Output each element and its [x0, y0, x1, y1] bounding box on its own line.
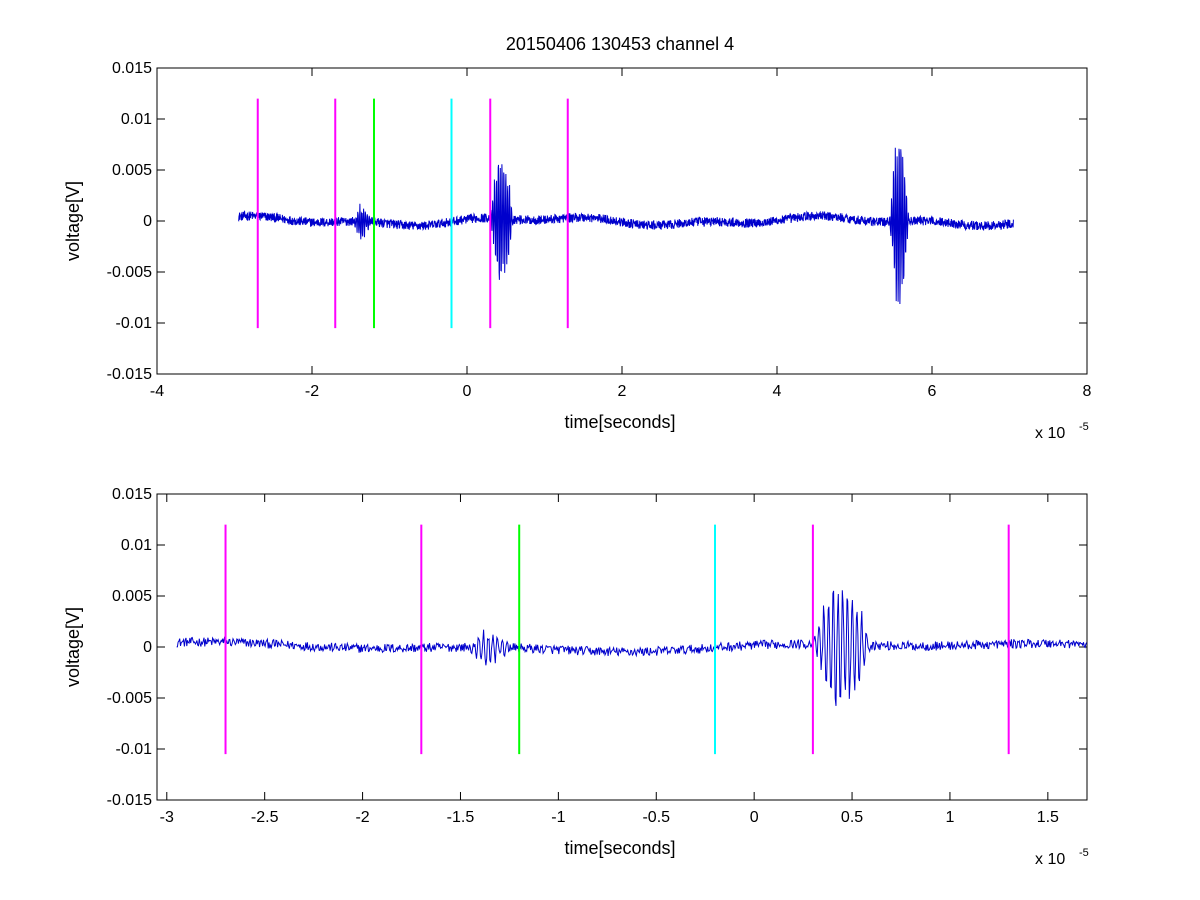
- signal-series: [176, 590, 1087, 706]
- x-tick-label: -0.5: [642, 809, 670, 826]
- x-exponent-power: -5: [1079, 421, 1089, 433]
- x-tick-label: 2: [618, 383, 627, 400]
- signal-series: [238, 147, 1014, 305]
- x-tick-label: -2: [355, 809, 369, 826]
- x-tick-label: -2.5: [251, 809, 279, 826]
- y-axis-label: voltage[V]: [63, 181, 83, 261]
- y-tick-label: -0.005: [107, 264, 152, 281]
- x-exponent: x 10: [1035, 425, 1065, 442]
- y-tick-label: -0.005: [107, 690, 152, 707]
- y-tick-label: 0.015: [112, 486, 152, 503]
- y-tick-label: -0.015: [107, 366, 152, 383]
- chart-title: 20150406 130453 channel 4: [506, 34, 734, 54]
- plot-top: -4 -2 0 2 4 6 8 -0.015 -0.01 -0.005 0 0.005 0.01 0.01…: [63, 60, 1092, 442]
- y-axis-label: voltage[V]: [63, 607, 83, 687]
- x-axis-label: time[seconds]: [564, 838, 675, 858]
- y-tick-label: 0.01: [121, 537, 152, 554]
- y-tick-label: -0.01: [116, 741, 153, 758]
- x-tick-label: 1.5: [1037, 809, 1059, 826]
- x-tick-label: 8: [1083, 383, 1092, 400]
- x-tick-label: -3: [160, 809, 174, 826]
- x-tick-label: 1: [945, 809, 954, 826]
- x-exponent-power: -5: [1079, 847, 1089, 859]
- y-tick-label: 0.005: [112, 588, 152, 605]
- x-tick-label: 4: [773, 383, 782, 400]
- y-tick-label: -0.01: [116, 315, 153, 332]
- y-tick-label: 0: [143, 639, 152, 656]
- y-tick-label: -0.015: [107, 792, 152, 809]
- y-tick-label: 0.015: [112, 60, 152, 77]
- plot-bottom: -3 -2.5 -2 -1.5 -1 -0.5 0 0.5 1 1.5 -0.015 -0.01 -0.…: [63, 486, 1089, 868]
- x-exponent: x 10: [1035, 851, 1065, 868]
- x-tick-label: -1.5: [447, 809, 475, 826]
- y-tick-label: 0: [143, 213, 152, 230]
- y-tick-label: 0.01: [121, 111, 152, 128]
- x-tick-label: -2: [305, 383, 319, 400]
- x-tick-label: -1: [551, 809, 565, 826]
- x-tick-label: 0: [463, 383, 472, 400]
- x-tick-label: 6: [928, 383, 937, 400]
- x-tick-label: 0: [750, 809, 759, 826]
- y-tick-label: 0.005: [112, 162, 152, 179]
- x-axis-label: time[seconds]: [564, 412, 675, 432]
- axes-frame: [156, 493, 1088, 801]
- x-tick-label: -4: [150, 383, 164, 400]
- x-tick-label: 0.5: [841, 809, 863, 826]
- plot-area: [176, 524, 1087, 755]
- plot-area: [238, 98, 1014, 329]
